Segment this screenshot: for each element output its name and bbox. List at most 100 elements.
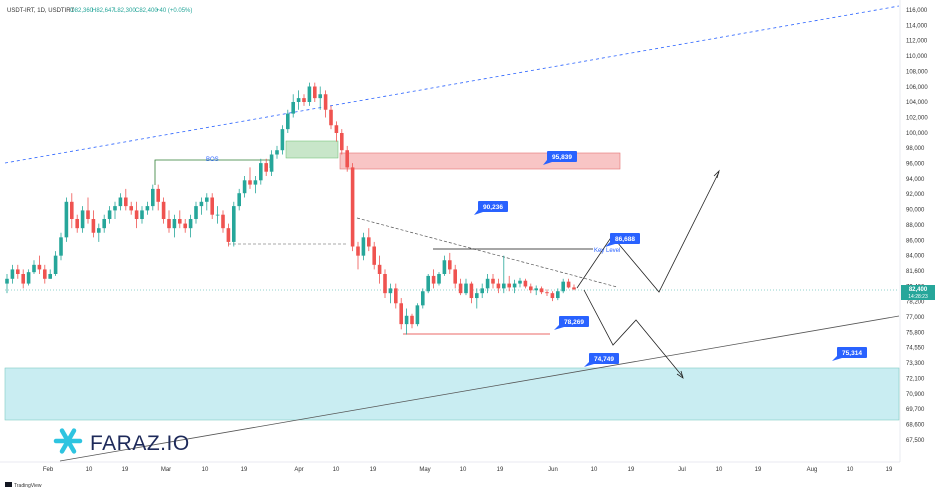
candle[interactable] bbox=[377, 264, 382, 274]
candle[interactable] bbox=[507, 283, 511, 288]
tag-90236[interactable]: 90,236 bbox=[474, 201, 508, 215]
candle[interactable] bbox=[172, 219, 177, 229]
candle[interactable] bbox=[307, 86, 312, 103]
candle[interactable] bbox=[404, 315, 409, 325]
candle[interactable] bbox=[259, 163, 263, 181]
candle[interactable] bbox=[491, 278, 495, 284]
candle[interactable] bbox=[448, 260, 452, 270]
candle[interactable] bbox=[269, 154, 274, 172]
price-axis[interactable]: 116,000 114,000 112,000 110,000 108,000 106,0… bbox=[906, 8, 928, 444]
candle[interactable] bbox=[529, 286, 533, 291]
candle[interactable] bbox=[539, 288, 544, 293]
candle[interactable] bbox=[485, 278, 490, 289]
candle[interactable] bbox=[183, 223, 187, 229]
candle[interactable] bbox=[134, 210, 139, 219]
candle[interactable] bbox=[10, 269, 15, 279]
symbol-label[interactable]: USDT-IRT, 1D, USDTIRT bbox=[7, 8, 74, 14]
candle[interactable] bbox=[410, 315, 414, 325]
candle[interactable] bbox=[313, 86, 317, 99]
candle[interactable] bbox=[464, 283, 468, 294]
tag-78269[interactable]: 78,269 bbox=[554, 316, 589, 330]
candle[interactable] bbox=[264, 163, 268, 172]
candle[interactable] bbox=[97, 228, 101, 233]
candle[interactable] bbox=[253, 180, 258, 185]
candle[interactable] bbox=[232, 206, 236, 242]
candle[interactable] bbox=[318, 94, 322, 99]
candle[interactable] bbox=[32, 264, 36, 273]
candle[interactable] bbox=[458, 283, 463, 294]
candle[interactable] bbox=[113, 206, 117, 211]
candle[interactable] bbox=[70, 201, 74, 219]
candle[interactable] bbox=[496, 283, 501, 289]
candle[interactable] bbox=[102, 219, 106, 229]
candle[interactable] bbox=[534, 288, 538, 291]
candle[interactable] bbox=[356, 246, 360, 256]
candle[interactable] bbox=[226, 228, 231, 242]
candle[interactable] bbox=[442, 260, 447, 274]
candle[interactable] bbox=[561, 281, 565, 292]
candle[interactable] bbox=[161, 201, 166, 219]
candle[interactable] bbox=[199, 201, 204, 207]
candle[interactable] bbox=[156, 188, 160, 202]
candle[interactable] bbox=[350, 167, 355, 247]
candle[interactable] bbox=[334, 125, 339, 133]
candle[interactable] bbox=[415, 305, 420, 325]
candle[interactable] bbox=[302, 98, 306, 102]
tag-75314[interactable]: 75,314 bbox=[832, 347, 867, 361]
candle[interactable] bbox=[280, 129, 285, 151]
candle[interactable] bbox=[421, 291, 425, 306]
candle[interactable] bbox=[118, 197, 123, 207]
candle[interactable] bbox=[329, 109, 333, 126]
candle[interactable] bbox=[556, 291, 560, 299]
candle[interactable] bbox=[91, 219, 96, 233]
tag-86688[interactable]: 86,688 bbox=[605, 233, 640, 247]
candle[interactable] bbox=[178, 219, 182, 224]
candle[interactable] bbox=[545, 292, 549, 294]
candle[interactable] bbox=[64, 201, 69, 238]
candle[interactable] bbox=[188, 219, 193, 229]
candle[interactable] bbox=[86, 210, 90, 219]
candle[interactable] bbox=[394, 288, 398, 304]
candle[interactable] bbox=[426, 275, 430, 292]
candle[interactable] bbox=[140, 210, 144, 219]
candle[interactable] bbox=[145, 206, 150, 211]
tag-95839[interactable]: 95,839 bbox=[543, 151, 577, 165]
time-axis[interactable]: Feb 10 19 Mar 10 19 Apr 10 19 May 10 19 Jun 10 19 Jul 10… bbox=[43, 467, 893, 473]
candle[interactable] bbox=[512, 283, 517, 288]
candle[interactable] bbox=[167, 219, 171, 229]
candle[interactable] bbox=[399, 303, 403, 325]
candle[interactable] bbox=[210, 197, 214, 215]
candle[interactable] bbox=[37, 264, 42, 270]
candle[interactable] bbox=[275, 150, 279, 155]
candle[interactable] bbox=[367, 237, 371, 247]
candle[interactable] bbox=[221, 214, 225, 229]
candle[interactable] bbox=[80, 210, 85, 229]
candle[interactable] bbox=[242, 180, 247, 194]
candle[interactable] bbox=[194, 206, 198, 219]
candle[interactable] bbox=[296, 98, 301, 102]
candle[interactable] bbox=[237, 193, 241, 207]
candle[interactable] bbox=[361, 237, 366, 256]
candle[interactable] bbox=[151, 188, 155, 207]
candle[interactable] bbox=[518, 280, 522, 284]
candle[interactable] bbox=[43, 269, 47, 279]
candle[interactable] bbox=[345, 150, 349, 168]
candle[interactable] bbox=[205, 197, 209, 202]
candle[interactable] bbox=[323, 94, 328, 110]
candle[interactable] bbox=[16, 269, 20, 274]
candle[interactable] bbox=[383, 274, 387, 294]
candle[interactable] bbox=[550, 293, 555, 299]
candle[interactable] bbox=[129, 206, 133, 211]
candle[interactable] bbox=[124, 197, 128, 207]
candle[interactable] bbox=[469, 283, 474, 299]
candle[interactable] bbox=[48, 274, 52, 279]
tag-74749[interactable]: 74,749 bbox=[584, 353, 619, 367]
candle[interactable] bbox=[480, 288, 484, 294]
candle[interactable] bbox=[75, 219, 79, 229]
candle[interactable] bbox=[566, 281, 571, 288]
candle[interactable] bbox=[59, 237, 63, 256]
candle[interactable] bbox=[26, 272, 31, 284]
candle[interactable] bbox=[572, 287, 576, 290]
